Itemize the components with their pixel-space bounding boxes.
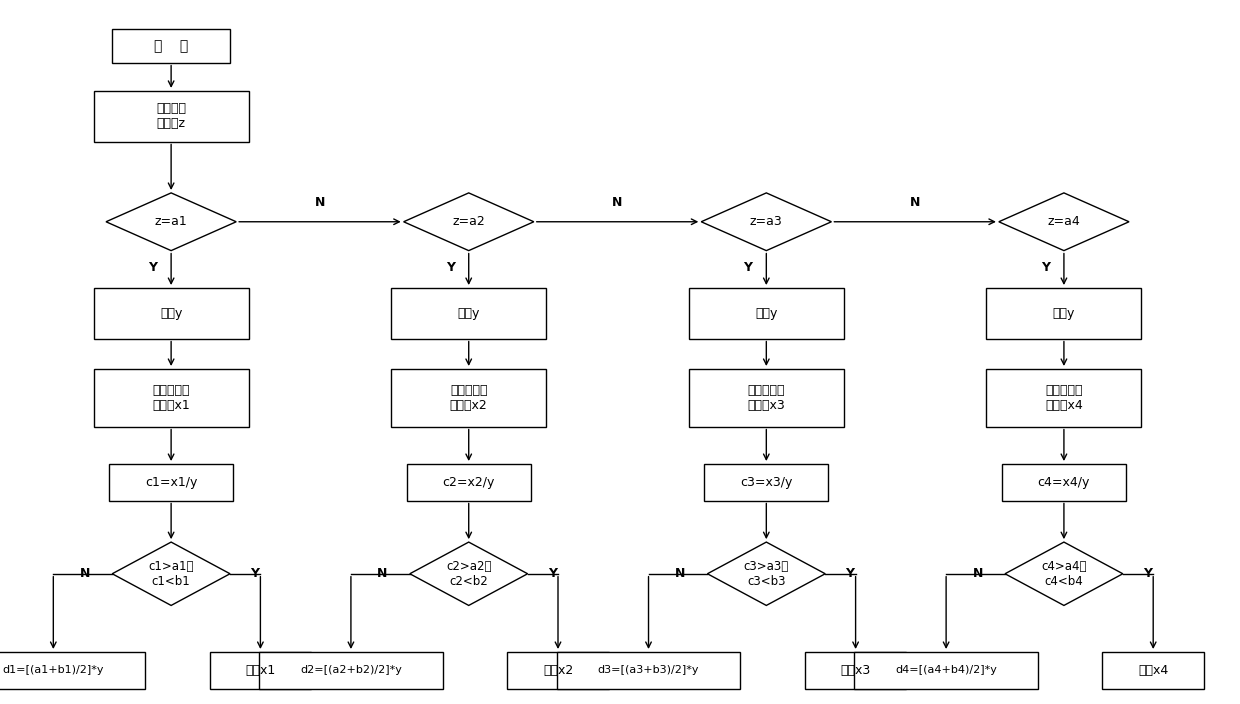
Bar [1102,652,1204,689]
Polygon shape [999,193,1128,251]
Polygon shape [702,193,831,251]
Bar [557,652,740,689]
Text: Y: Y [1143,567,1152,580]
Text: c3=x3/y: c3=x3/y [740,476,792,489]
Text: z=a3: z=a3 [750,215,782,228]
Polygon shape [113,542,231,605]
Text: Y: Y [1040,261,1050,274]
Bar [113,29,231,63]
Polygon shape [409,542,528,605]
Bar [407,464,531,501]
Bar [94,369,248,427]
Bar [0,652,145,689]
Text: Y: Y [250,567,259,580]
Text: c3>a3且
c3<b3: c3>a3且 c3<b3 [744,560,789,588]
Text: 输出x2: 输出x2 [543,664,573,677]
Text: d1=[(a1+b1)/2]*y: d1=[(a1+b1)/2]*y [2,665,104,675]
Bar [689,288,843,339]
Bar [507,652,609,689]
Text: 原料水的输
入流量x1: 原料水的输 入流量x1 [153,384,190,412]
Text: 输入y: 输入y [458,307,480,320]
Text: d2=[(a2+b2)/2]*y: d2=[(a2+b2)/2]*y [300,665,402,675]
Text: 输入y: 输入y [1053,307,1075,320]
Text: 输出x1: 输出x1 [246,664,275,677]
Text: 输入材料
的种籿z: 输入材料 的种籿z [156,102,186,130]
Text: 原料水的输
入流量x4: 原料水的输 入流量x4 [1045,384,1083,412]
Text: N: N [79,567,91,580]
Text: d3=[(a3+b3)/2]*y: d3=[(a3+b3)/2]*y [598,665,699,675]
Bar [109,464,233,501]
Bar [94,288,248,339]
Text: 输出x4: 输出x4 [1138,664,1168,677]
Text: N: N [613,196,622,209]
Bar [689,369,843,427]
Text: Y: Y [148,261,157,274]
Polygon shape [404,193,533,251]
Text: 输入y: 输入y [160,307,182,320]
Text: 原料水的输
入流量x2: 原料水的输 入流量x2 [450,384,487,412]
Bar [987,288,1142,339]
Text: 输出x3: 输出x3 [841,664,870,677]
Text: c4>a4且
c4<b4: c4>a4且 c4<b4 [1042,560,1086,588]
Bar [1002,464,1126,501]
Bar [94,91,248,142]
Text: N: N [972,567,983,580]
Text: Y: Y [445,261,455,274]
Text: c2=x2/y: c2=x2/y [443,476,495,489]
Text: z=a2: z=a2 [453,215,485,228]
Text: N: N [675,567,686,580]
Text: Y: Y [548,567,557,580]
Bar [704,464,828,501]
Bar [987,369,1142,427]
Text: 原料水的输
入流量x3: 原料水的输 入流量x3 [748,384,785,412]
Bar [854,652,1038,689]
Text: z=a1: z=a1 [155,215,187,228]
Text: 输入y: 输入y [755,307,777,320]
Text: N: N [315,196,325,209]
Text: c4=x4/y: c4=x4/y [1038,476,1090,489]
Polygon shape [1004,542,1123,605]
Text: c2>a2且
c2<b2: c2>a2且 c2<b2 [446,560,491,588]
Text: c1=x1/y: c1=x1/y [145,476,197,489]
Text: z=a4: z=a4 [1048,215,1080,228]
Bar [392,369,546,427]
Text: Y: Y [846,567,854,580]
Text: 开    始: 开 始 [154,39,188,53]
Text: c1>a1且
c1<b1: c1>a1且 c1<b1 [149,560,193,588]
Bar [392,288,546,339]
Bar [210,652,311,689]
Text: d4=[(a4+b4)/2]*y: d4=[(a4+b4)/2]*y [895,665,997,675]
Text: N: N [910,196,920,209]
Polygon shape [107,193,236,251]
Text: N: N [377,567,388,580]
Bar [259,652,443,689]
Bar [805,652,906,689]
Text: Y: Y [743,261,753,274]
Polygon shape [707,542,826,605]
